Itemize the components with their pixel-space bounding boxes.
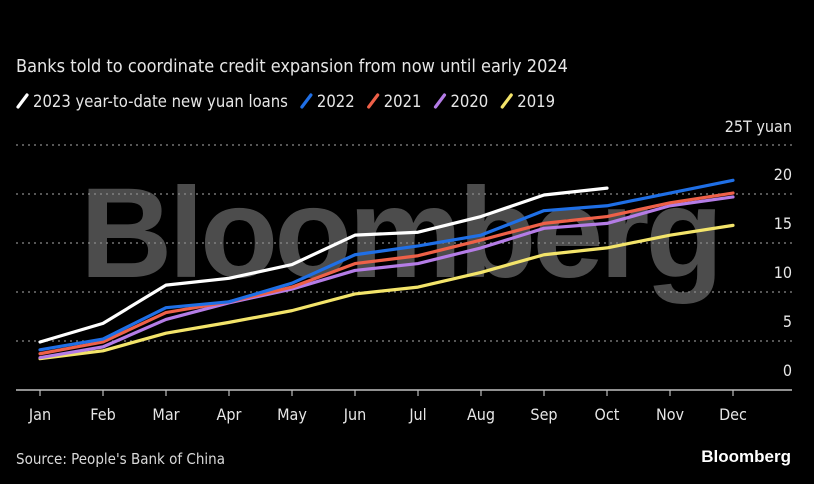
x-tick-label: Dec	[719, 405, 747, 424]
legend-swatch	[16, 93, 29, 109]
legend-swatch	[500, 93, 513, 109]
legend-label: 2021	[384, 92, 422, 111]
x-tick-label: Jun	[343, 405, 367, 424]
x-tick-label: Sep	[530, 405, 557, 424]
series-line-2019	[38, 223, 735, 361]
legend-label: 2020	[450, 92, 488, 111]
chart-title: Chinese Authorities Urge Stable Credit E…	[16, 29, 604, 53]
legend-swatch	[433, 93, 447, 109]
legend-label: 2019	[517, 92, 555, 111]
legend-swatch	[367, 93, 380, 109]
x-tick-label: Feb	[90, 405, 115, 424]
x-tick-label: Jul	[408, 405, 426, 424]
x-tick-label: Apr	[217, 405, 242, 424]
x-tick-label: Mar	[152, 405, 179, 424]
y-tick-label: 10	[774, 263, 792, 282]
legend-swatch	[300, 93, 313, 109]
series-line-2022	[38, 178, 735, 352]
y-tick-label: 0	[783, 361, 792, 380]
legend-label: 2023 year-to-date new yuan loans	[33, 92, 288, 111]
series-lines	[38, 178, 735, 361]
chart-subtitle: Banks told to coordinate credit expansio…	[16, 56, 568, 77]
y-tick-label: 15	[774, 214, 792, 233]
source-note: Source: People's Bank of China	[16, 450, 225, 468]
y-tick-label: 5	[783, 312, 792, 331]
series-line-2020	[38, 195, 735, 360]
legend-label: 2022	[317, 92, 355, 111]
x-axis: Jan Feb Mar Apr May Jun Jul Aug Sep Oct Nov Dec	[16, 389, 792, 424]
y-tick-label: 20	[774, 165, 792, 184]
y-axis: 0 5 10 15 20	[774, 165, 792, 380]
series-line-2021	[38, 191, 735, 356]
x-tick-label: Aug	[467, 405, 495, 424]
x-tick-label: Jan	[28, 405, 51, 424]
x-tick-label: Nov	[656, 405, 685, 424]
y-unit-label: 25T yuan	[725, 117, 792, 136]
x-tick-label: Oct	[595, 405, 620, 424]
bloomberg-logo: Bloomberg	[701, 447, 791, 466]
legend: 2023 year-to-date new yuan loans 2022 2021…	[16, 92, 555, 111]
x-tick-label: May	[277, 405, 307, 424]
series-line-2023	[38, 186, 609, 344]
